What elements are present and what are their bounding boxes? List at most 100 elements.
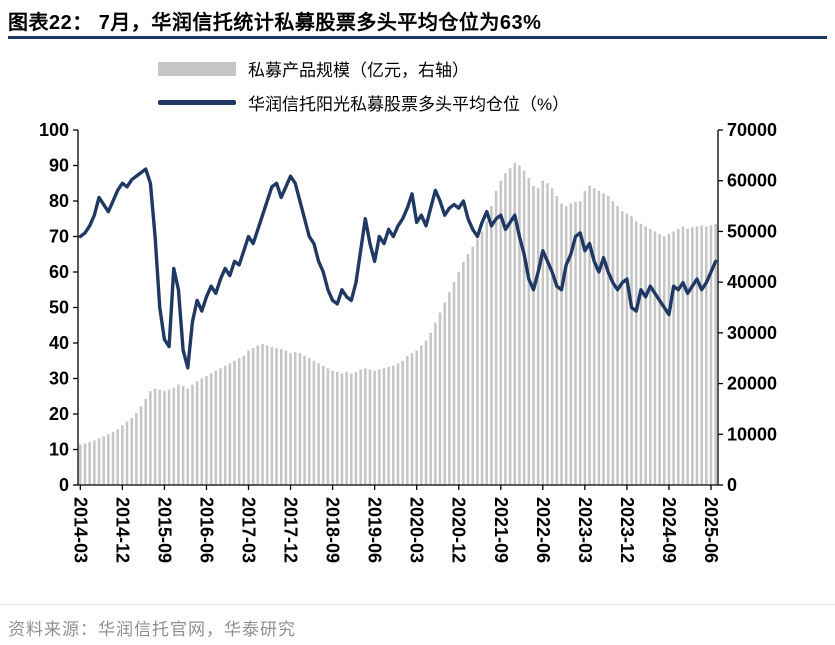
bar [616, 206, 619, 485]
bar [681, 226, 685, 486]
left-axis-label: 50 [49, 298, 69, 318]
bar [289, 353, 292, 485]
bar [424, 340, 428, 485]
title-divider [8, 36, 827, 39]
bar [177, 384, 180, 485]
bar [574, 202, 577, 485]
bar [219, 368, 222, 485]
bar [163, 391, 166, 485]
bar [88, 441, 91, 485]
legend-bar-swatch [158, 61, 236, 76]
bar [345, 371, 348, 485]
bar [382, 368, 386, 485]
bar [265, 345, 269, 485]
x-axis-label: 2016-06 [196, 497, 216, 563]
bar [443, 302, 446, 485]
bar [410, 353, 414, 485]
bar [691, 227, 694, 485]
bar [153, 388, 157, 485]
bar [93, 440, 96, 485]
bar [228, 363, 232, 485]
x-axis-label: 2022-06 [533, 497, 553, 563]
bar [242, 355, 246, 485]
right-axis-label: 70000 [727, 120, 777, 140]
bar [639, 223, 643, 485]
bar [709, 225, 713, 485]
bar [378, 369, 381, 485]
bar [457, 272, 461, 485]
bar [513, 162, 517, 485]
left-axis-label: 90 [49, 156, 69, 176]
bar [130, 418, 134, 485]
bar [279, 349, 283, 485]
bar [714, 223, 717, 485]
bar [462, 261, 465, 485]
bar [200, 378, 204, 485]
bar [620, 211, 624, 485]
left-axis-label: 40 [49, 333, 69, 353]
bar [648, 228, 652, 485]
source-note: 资料来源：华润信托官网，华泰研究 [8, 620, 296, 639]
bar [172, 387, 176, 485]
bar [303, 355, 306, 485]
bar [518, 165, 521, 485]
right-axis-label: 50000 [727, 221, 777, 241]
bar [438, 312, 442, 485]
left-axis-label: 0 [59, 475, 69, 495]
bar [644, 226, 647, 486]
bar [135, 412, 138, 485]
axis-labels: 0 10 20 30 40 50 60 70 80 90 100 0 10000 20000 30000 40… [39, 120, 777, 563]
bar [476, 239, 479, 485]
bar [448, 292, 451, 485]
bar [396, 363, 400, 485]
bar [471, 246, 475, 485]
right-axis-label: 40000 [727, 272, 777, 292]
bar [209, 373, 213, 485]
x-axis-label: 2023-03 [575, 497, 595, 563]
bar [485, 221, 489, 486]
x-axis-label: 2023-12 [617, 497, 637, 563]
bar [205, 375, 208, 485]
bar [480, 231, 484, 485]
left-axis-label: 30 [49, 369, 69, 389]
bar [700, 225, 703, 485]
right-axis-label: 30000 [727, 323, 777, 343]
bar [532, 185, 535, 486]
bar [602, 193, 605, 485]
bar [630, 216, 633, 485]
legend-line-swatch [158, 100, 236, 105]
left-axis-label: 80 [49, 191, 69, 211]
bar [167, 389, 171, 485]
bar [597, 190, 601, 486]
x-axis-label: 2019-06 [365, 497, 385, 563]
bar [508, 168, 512, 486]
bar [667, 233, 671, 485]
bar [79, 444, 82, 485]
source-divider [0, 604, 835, 605]
bar [284, 350, 288, 485]
bar [564, 206, 568, 485]
x-axis-label: 2021-09 [491, 497, 511, 563]
bar [102, 436, 105, 485]
bar [546, 183, 549, 485]
bar [392, 365, 395, 485]
axes [73, 129, 723, 490]
x-axis-label: 2017-03 [239, 497, 259, 563]
bar [592, 188, 596, 485]
left-axis-label: 60 [49, 262, 69, 282]
right-axis-label: 60000 [727, 171, 777, 191]
bar [368, 369, 372, 485]
x-axis-label: 2020-12 [449, 497, 469, 563]
bar [490, 206, 493, 485]
right-axis-label: 10000 [727, 424, 777, 444]
bar [256, 345, 260, 485]
bar [186, 388, 190, 485]
bar [634, 221, 638, 486]
bar [420, 345, 423, 485]
position-line [78, 167, 718, 370]
bar [331, 370, 334, 485]
bar [214, 370, 218, 485]
bar [83, 443, 87, 485]
